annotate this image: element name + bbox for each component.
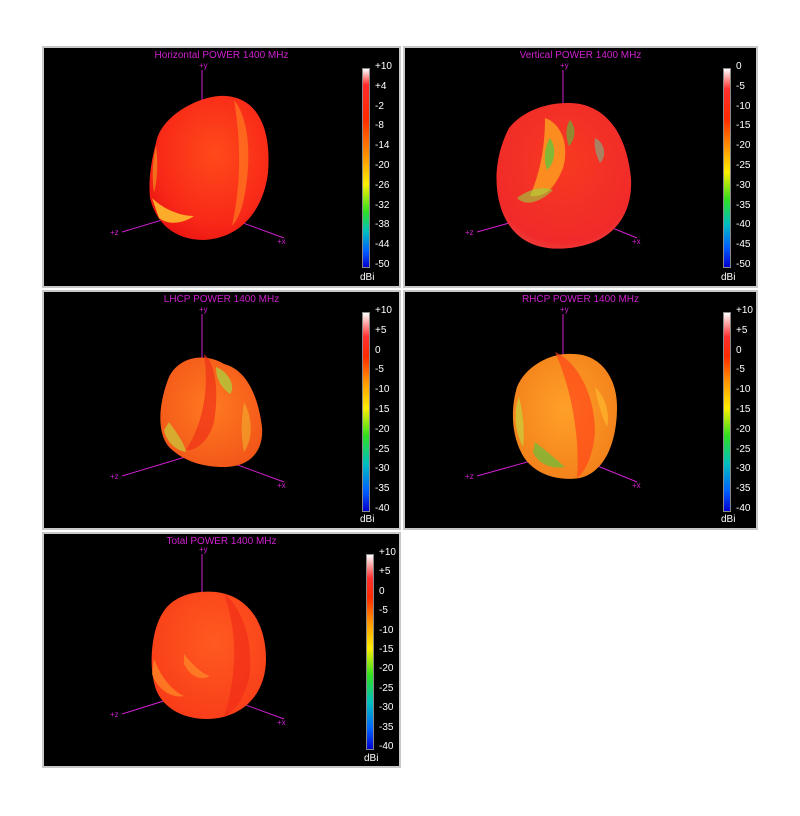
colorbar-tick-label: -40: [736, 219, 751, 231]
colorbar-tick-label: -8: [375, 120, 384, 132]
panel-title: Horizontal POWER 1400 MHz: [154, 50, 289, 61]
colorbar: [723, 68, 731, 268]
colorbar-tick-label: -25: [375, 443, 390, 455]
pattern-plot: +y +x +z: [110, 305, 286, 490]
colorbar-tick-label: +10: [375, 61, 392, 72]
axis-label-x: +x: [277, 237, 286, 246]
pattern-plot: +y +x +z: [465, 61, 641, 249]
pattern-plot: +y +x +z: [110, 61, 286, 246]
axis-label-z: +z: [110, 710, 119, 719]
colorbar-tick-label: -50: [375, 259, 390, 270]
colorbar: [723, 312, 731, 512]
colorbar-tick-label: 0: [379, 585, 385, 597]
panel-horizontal: Horizontal POWER 1400 MHz +y +x +z +10 +4…: [42, 46, 401, 288]
panel-title: Total POWER 1400 MHz: [166, 536, 277, 547]
colorbar-tick-label: -5: [375, 364, 384, 376]
colorbar-tick-label: -20: [736, 423, 751, 435]
colorbar-tick-label: 0: [736, 344, 742, 356]
colorbar-tick-label: -20: [375, 160, 390, 171]
colorbar: [366, 554, 374, 750]
colorbar-tick-label: -14: [375, 140, 390, 152]
colorbar-tick-label: -15: [736, 404, 751, 415]
pattern-plot: +y +x +z: [110, 545, 286, 727]
colorbar-tick-label: -38: [375, 219, 390, 231]
colorbar-tick-label: -40: [375, 503, 390, 514]
axis-label-x: +x: [277, 481, 286, 490]
colorbar-tick-label: -30: [736, 179, 751, 191]
colorbar-tick-label: +5: [379, 566, 391, 578]
colorbar-tick-label: -15: [379, 644, 394, 655]
colorbar-tick-label: 0: [736, 61, 742, 72]
axis-label-y: +y: [560, 61, 569, 70]
colorbar-unit: dBi: [721, 272, 736, 283]
colorbar-tick-label: -2: [375, 100, 384, 112]
colorbar-unit: dBi: [360, 272, 375, 283]
colorbar-tick-label: -26: [375, 179, 390, 191]
colorbar-tick-label: -20: [736, 140, 751, 152]
colorbar-tick-label: -35: [736, 483, 751, 495]
axis-label-z: +z: [465, 472, 474, 481]
axis-label-x: +x: [632, 237, 641, 246]
radiation-pattern-surface: [496, 103, 632, 249]
colorbar-tick-label: -10: [736, 100, 751, 112]
colorbar-tick-label: -5: [736, 364, 745, 376]
colorbar-tick-label: +10: [379, 547, 396, 558]
colorbar-tick-label: -44: [375, 239, 390, 251]
colorbar-tick-label: -35: [379, 721, 394, 733]
colorbar-tick-label: -45: [736, 239, 751, 251]
axis-label-y: +y: [199, 61, 208, 70]
colorbar-tick-label: +10: [736, 305, 753, 316]
panel-title: LHCP POWER 1400 MHz: [163, 294, 280, 305]
colorbar-tick-label: +4: [375, 80, 387, 92]
colorbar-tick-label: -20: [375, 423, 390, 435]
panel-title: RHCP POWER 1400 MHz: [521, 294, 640, 305]
colorbar-unit: dBi: [360, 514, 375, 525]
axis-label-z: +z: [110, 228, 119, 237]
colorbar-tick-label: 0: [375, 344, 381, 356]
colorbar-tick-label: +5: [375, 324, 387, 336]
colorbar-tick-label: -25: [736, 443, 751, 455]
colorbar-tick-label: -30: [375, 463, 390, 475]
colorbar-tick-label: -25: [379, 682, 394, 694]
colorbar-tick-label: -40: [379, 741, 394, 752]
colorbar-tick-label: -15: [736, 120, 751, 132]
colorbar-tick-label: +10: [375, 305, 392, 316]
colorbar-tick-label: -10: [379, 624, 394, 636]
axis-label-y: +y: [560, 305, 569, 314]
colorbar-tick-label: -35: [736, 199, 751, 211]
colorbar-tick-label: -35: [375, 483, 390, 495]
colorbar: [362, 68, 370, 268]
colorbar-tick-label: -10: [375, 384, 390, 396]
colorbar-tick-label: -20: [379, 663, 394, 675]
colorbar-tick-label: -50: [736, 259, 751, 270]
panel-title: Vertical POWER 1400 MHz: [519, 50, 642, 61]
colorbar-tick-label: -25: [736, 160, 751, 171]
colorbar-tick-label: -30: [379, 702, 394, 714]
axis-label-y: +y: [199, 305, 208, 314]
colorbar-tick-label: +5: [736, 324, 748, 336]
panel-total: Total POWER 1400 MHz +y +x +z +10 +5 0 -5 -1…: [42, 532, 401, 768]
panel-rhcp: RHCP POWER 1400 MHz +y +x +z +10 +5 0 -5 -10…: [403, 290, 758, 530]
axis-label-z: +z: [465, 228, 474, 237]
colorbar-tick-label: -40: [736, 503, 751, 514]
colorbar-tick-label: -15: [375, 404, 390, 415]
axis-label-x: +x: [632, 481, 641, 490]
colorbar-tick-label: -30: [736, 463, 751, 475]
colorbar-unit: dBi: [721, 514, 736, 525]
colorbar-tick-label: -10: [736, 384, 751, 396]
colorbar-unit: dBi: [364, 753, 379, 764]
panel-vertical: Vertical POWER 1400 MHz +y +x +z 0 -5 -10 -…: [403, 46, 758, 288]
axis-label-y: +y: [199, 545, 208, 554]
axis-label-z: +z: [110, 472, 119, 481]
panel-lhcp: LHCP POWER 1400 MHz +y +x +z +10 +5 0 -5 -10…: [42, 290, 401, 530]
colorbar: [362, 312, 370, 512]
colorbar-tick-label: -5: [736, 80, 745, 92]
axis-label-x: +x: [277, 718, 286, 727]
pattern-plot: +y +x +z: [465, 305, 641, 490]
colorbar-tick-label: -5: [379, 605, 388, 617]
colorbar-tick-label: -32: [375, 199, 390, 211]
